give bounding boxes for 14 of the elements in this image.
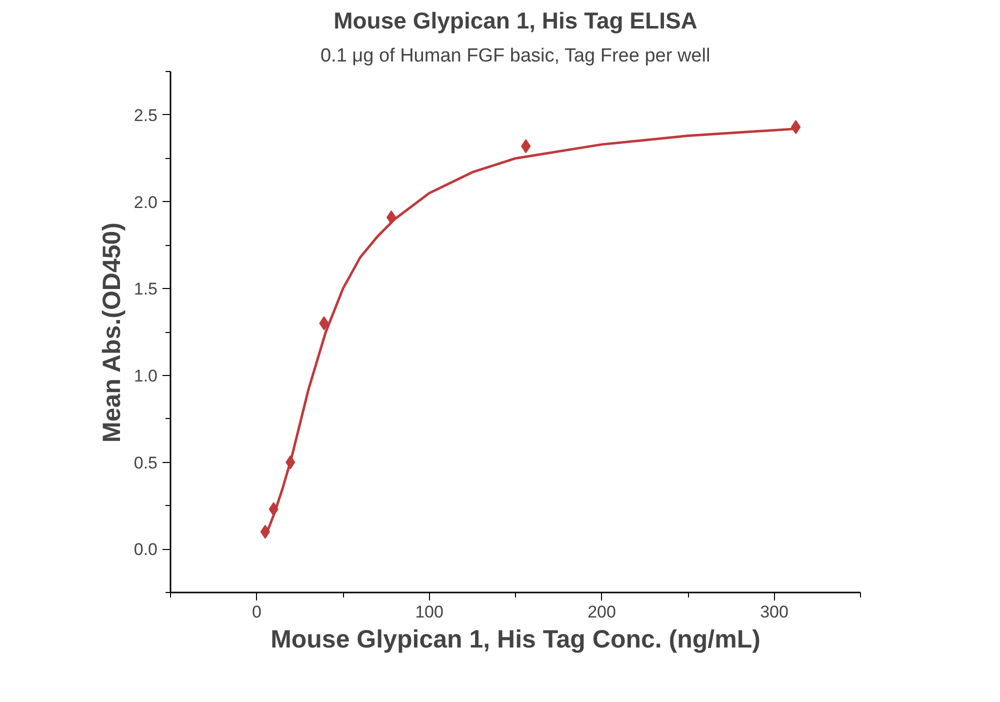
x-tick-label: 0 xyxy=(252,602,262,622)
x-tick-label: 100 xyxy=(415,602,444,622)
y-axis-title: Mean Abs.(OD450) xyxy=(98,222,126,442)
chart-subtitle: 0.1 μg of Human FGF basic, Tag Free per well xyxy=(320,46,710,66)
y-tick-label: 1.0 xyxy=(134,366,158,386)
y-tick-label: 2.5 xyxy=(134,106,158,125)
y-tick-label: 0.0 xyxy=(134,540,158,560)
x-axis-title: Mouse Glypican 1, His Tag Conc. (ng/mL) xyxy=(270,626,760,654)
y-tick-label: 2.0 xyxy=(134,192,158,212)
x-tick-label: 300 xyxy=(760,602,788,622)
y-tick-label: 1.5 xyxy=(134,280,158,299)
chart-title: Mouse Glypican 1, His Tag ELISA xyxy=(334,8,698,34)
x-tick-label: 200 xyxy=(588,602,616,622)
y-tick-label: 0.5 xyxy=(134,453,158,472)
